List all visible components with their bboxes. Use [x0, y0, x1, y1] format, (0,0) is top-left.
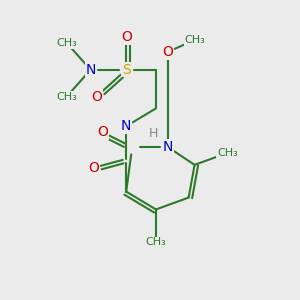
- Text: H: H: [148, 127, 158, 140]
- Text: CH₃: CH₃: [184, 35, 205, 45]
- Text: S: S: [122, 63, 130, 77]
- Text: CH₃: CH₃: [217, 148, 238, 158]
- Text: O: O: [91, 89, 102, 103]
- Text: O: O: [162, 45, 173, 59]
- Text: O: O: [97, 125, 108, 139]
- Text: N: N: [163, 140, 173, 154]
- Text: CH₃: CH₃: [146, 237, 166, 247]
- Text: CH₃: CH₃: [56, 38, 77, 48]
- Text: N: N: [121, 119, 131, 133]
- Text: N: N: [85, 63, 96, 77]
- Text: O: O: [121, 30, 132, 44]
- Text: CH₃: CH₃: [56, 92, 77, 101]
- Text: O: O: [88, 161, 99, 175]
